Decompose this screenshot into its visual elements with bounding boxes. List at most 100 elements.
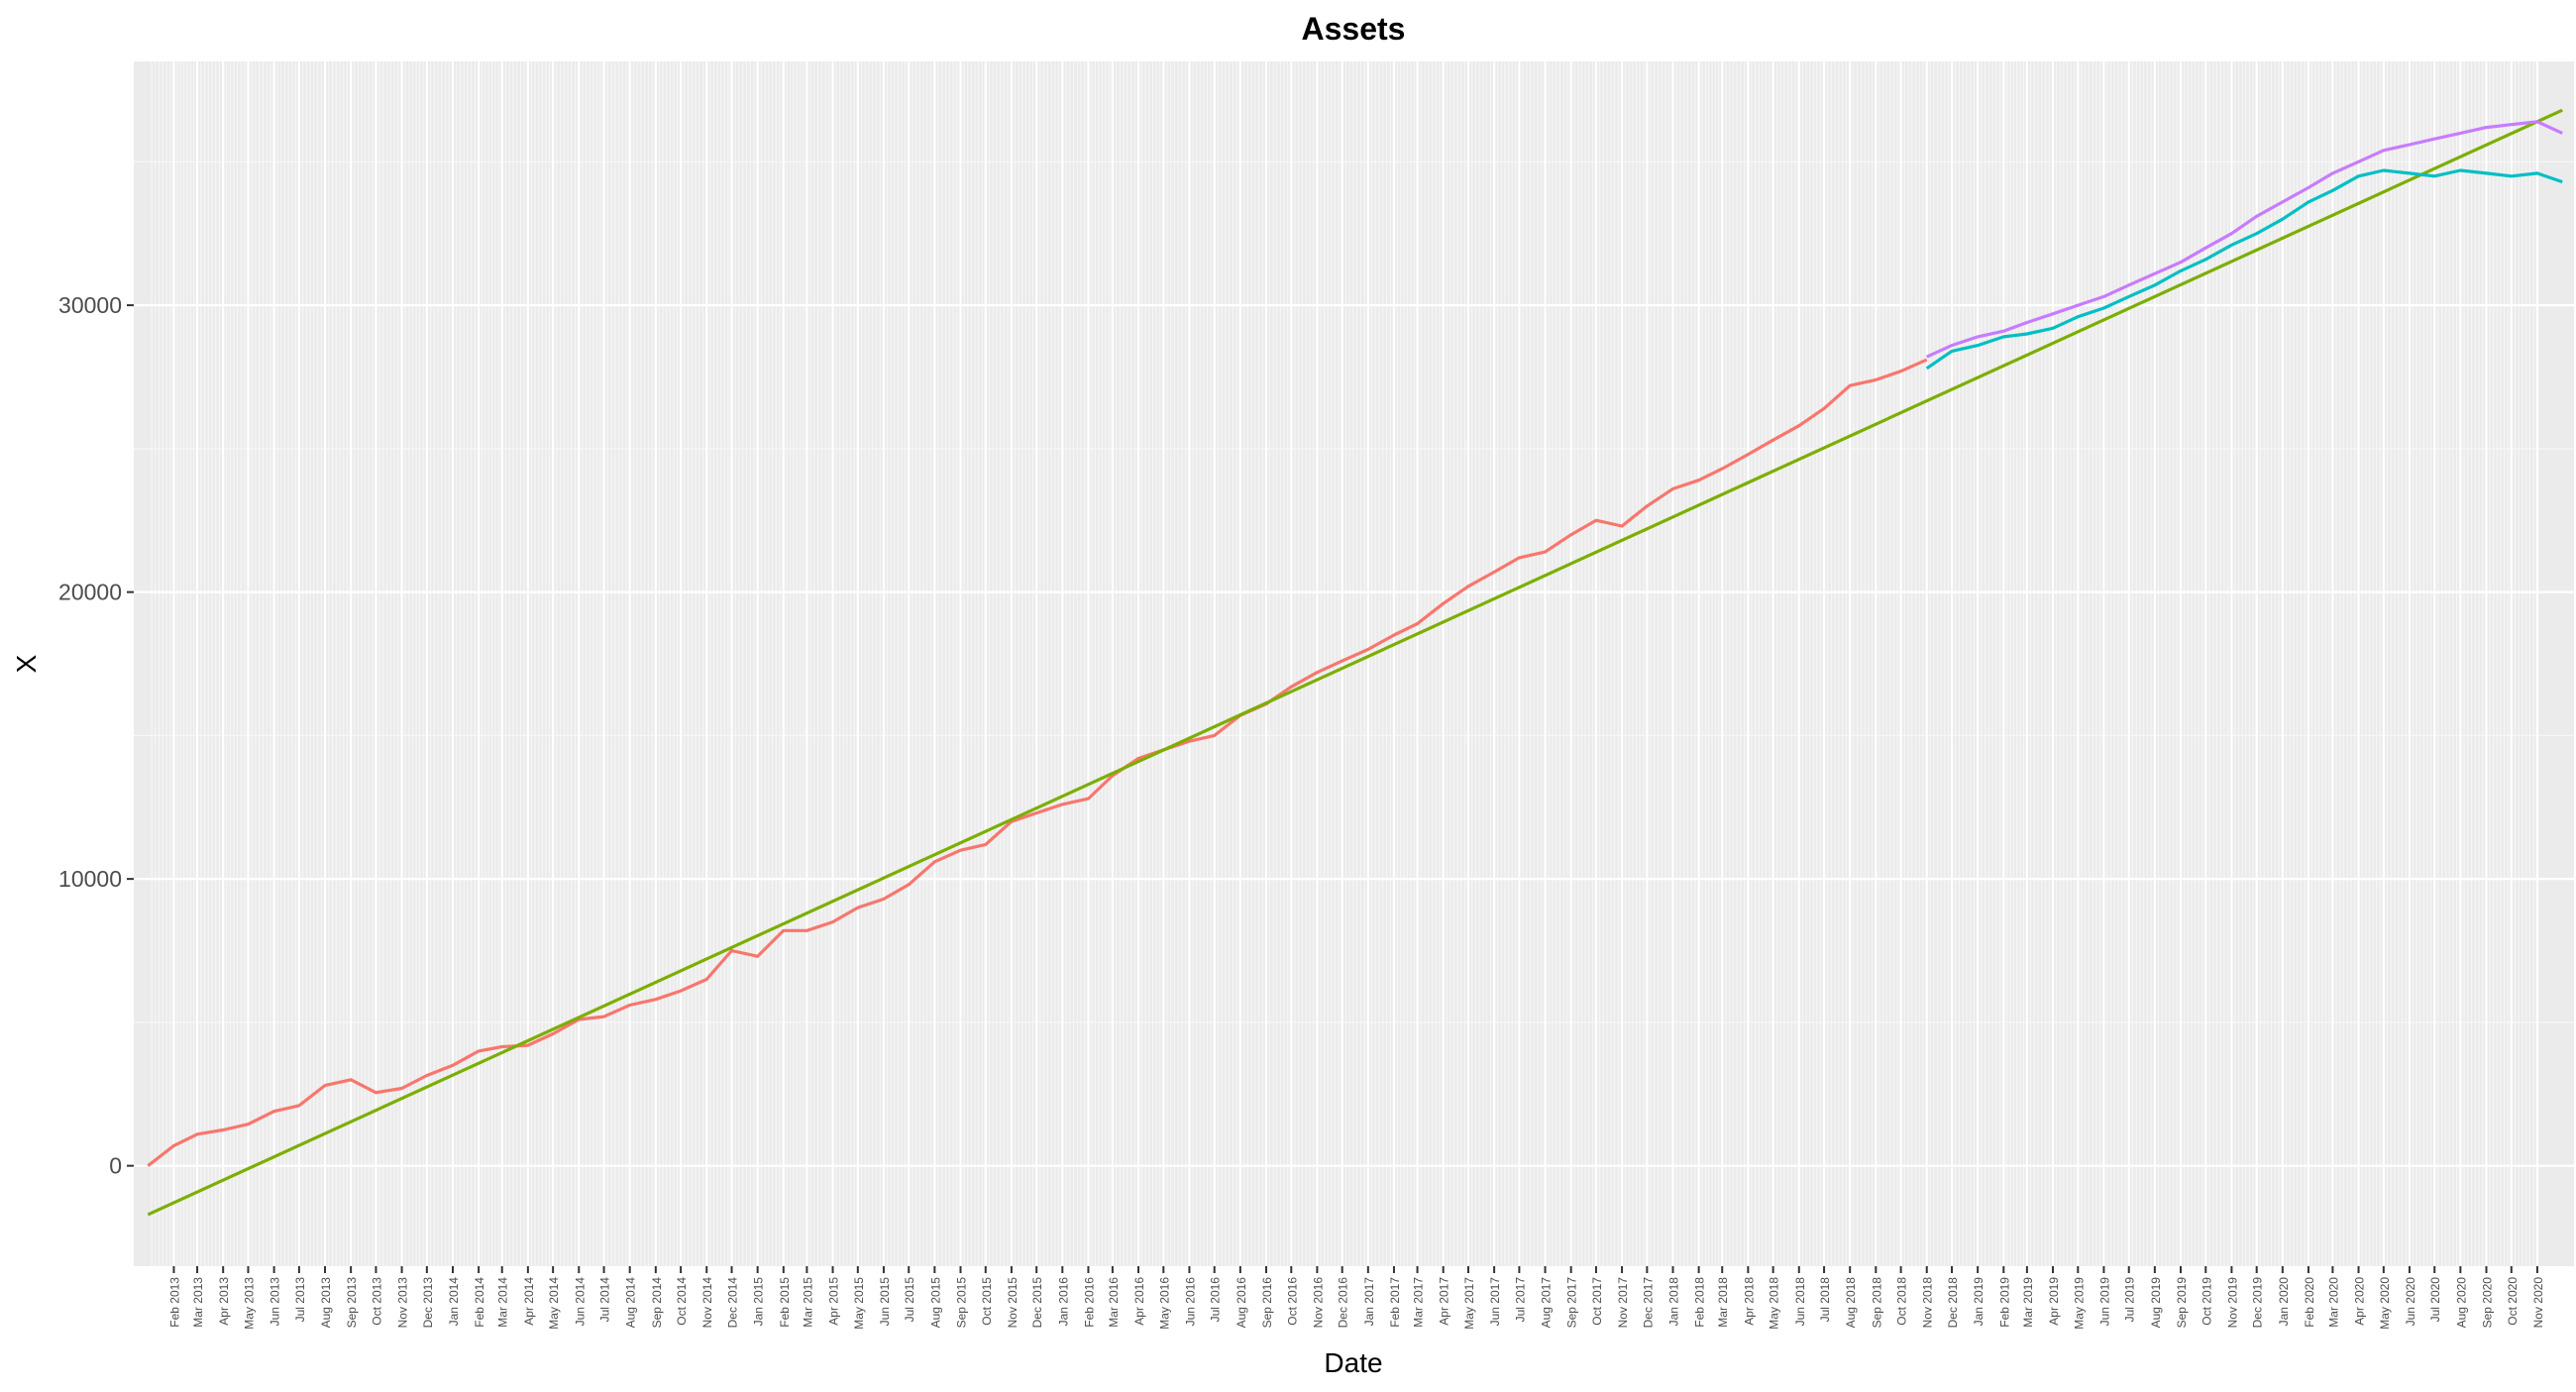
x-tick-label: Jul 2016	[1209, 1277, 1223, 1323]
x-tick-label: Aug 2019	[2149, 1277, 2163, 1329]
x-tick-label: Jul 2014	[598, 1277, 612, 1323]
x-tick-label: Jun 2018	[1793, 1277, 1807, 1327]
x-tick-label: Jun 2016	[1183, 1277, 1197, 1327]
x-tick-label: Nov 2019	[2225, 1277, 2239, 1329]
x-tick-label: Nov 2015	[1006, 1277, 1020, 1329]
chart-title: Assets	[1302, 11, 1406, 47]
x-tick-label: Jun 2015	[878, 1277, 892, 1327]
x-tick-label: Sep 2019	[2175, 1277, 2189, 1329]
x-tick-label: Dec 2015	[1030, 1277, 1044, 1329]
x-tick-label: Mar 2014	[496, 1277, 510, 1328]
x-tick-label: May 2014	[547, 1277, 561, 1330]
x-tick-label: May 2013	[242, 1277, 256, 1330]
x-tick-label: Oct 2018	[1895, 1277, 1909, 1326]
x-tick-label: Jul 2018	[1818, 1277, 1832, 1323]
x-tick-label: Jan 2014	[447, 1277, 461, 1327]
x-tick-label: Aug 2020	[2454, 1277, 2468, 1329]
x-tick-label: Oct 2017	[1590, 1277, 1604, 1326]
y-tick-label: 20000	[58, 580, 122, 605]
x-tick-label: Mar 2018	[1716, 1277, 1730, 1328]
x-tick-label: Dec 2018	[1946, 1277, 1960, 1329]
x-tick-label: Apr 2019	[2047, 1277, 2061, 1326]
x-tick-label: Jan 2017	[1362, 1277, 1376, 1327]
x-tick-label: Dec 2013	[421, 1277, 435, 1329]
x-tick-label: Oct 2014	[675, 1277, 689, 1326]
x-tick-label: Feb 2014	[473, 1277, 486, 1328]
x-tick-label: Mar 2020	[2326, 1277, 2340, 1328]
y-tick-label: 30000	[58, 292, 122, 318]
x-tick-label: Nov 2016	[1311, 1277, 1325, 1329]
y-axis: 0 10000 20000 30000	[58, 292, 134, 1179]
x-tick-label: May 2017	[1462, 1277, 1476, 1330]
x-tick-label: Jun 2020	[2404, 1277, 2417, 1327]
x-tick-label: Nov 2018	[1921, 1277, 1935, 1329]
y-tick-label: 0	[109, 1153, 122, 1179]
x-tick-label: Oct 2020	[2506, 1277, 2520, 1326]
grid-lines	[134, 61, 2574, 1266]
x-tick-label: Aug 2017	[1540, 1277, 1554, 1329]
x-tick-label: Feb 2017	[1388, 1277, 1402, 1328]
x-tick-label: Apr 2018	[1742, 1277, 1756, 1326]
x-axis: Feb 2013 Mar 2013 Apr 2013 May 2013 Jun 2013…	[167, 1266, 2545, 1330]
x-tick-label: Oct 2015	[980, 1277, 994, 1326]
x-tick-label: Mar 2015	[801, 1277, 814, 1328]
x-tick-label: Sep 2018	[1870, 1277, 1883, 1329]
x-tick-label: Dec 2014	[726, 1277, 740, 1329]
x-tick-label: Nov 2014	[700, 1277, 714, 1329]
x-tick-label: Jan 2015	[752, 1277, 766, 1327]
x-tick-label: Dec 2017	[1641, 1277, 1655, 1329]
x-tick-label: May 2018	[1768, 1277, 1781, 1330]
x-tick-label: Sep 2015	[954, 1277, 968, 1329]
x-tick-label: May 2016	[1157, 1277, 1171, 1330]
x-tick-label: Nov 2013	[396, 1277, 410, 1329]
x-tick-label: Feb 2013	[167, 1277, 181, 1328]
x-tick-label: Jan 2018	[1666, 1277, 1680, 1327]
x-tick-label: Jun 2019	[2097, 1277, 2111, 1327]
x-tick-label: Sep 2013	[345, 1277, 359, 1329]
series-line-4	[1926, 120, 2563, 359]
x-tick-label: Apr 2020	[2353, 1277, 2367, 1326]
x-tick-label: Oct 2016	[1285, 1277, 1299, 1326]
x-tick-label: Aug 2013	[319, 1277, 333, 1329]
series-line-3	[1925, 168, 2563, 371]
x-tick-label: Jul 2015	[903, 1277, 916, 1323]
x-tick-label: Nov 2017	[1616, 1277, 1630, 1329]
x-tick-label: Sep 2014	[650, 1277, 664, 1329]
x-tick-label: Jul 2020	[2428, 1277, 2442, 1323]
x-tick-label: Jun 2013	[268, 1277, 282, 1327]
x-tick-label: Nov 2020	[2531, 1277, 2545, 1329]
x-tick-label: Aug 2014	[624, 1277, 638, 1329]
series-line-1	[147, 358, 1928, 1167]
x-tick-label: Feb 2019	[1997, 1277, 2011, 1328]
x-tick-label: Mar 2017	[1412, 1277, 1426, 1328]
x-tick-label: Aug 2016	[1234, 1277, 1248, 1329]
series-group	[147, 108, 2563, 1217]
x-tick-label: Jan 2019	[1972, 1277, 1986, 1327]
x-tick-label: Oct 2013	[370, 1277, 383, 1326]
x-tick-label: Jul 2019	[2123, 1277, 2137, 1323]
series-line-2	[147, 108, 2563, 1217]
x-tick-label: Mar 2019	[2021, 1277, 2035, 1328]
x-tick-label: Apr 2016	[1132, 1277, 1146, 1326]
x-tick-label: Mar 2013	[191, 1277, 205, 1328]
x-tick-label: May 2020	[2378, 1277, 2392, 1330]
x-tick-label: Jan 2016	[1056, 1277, 1070, 1327]
x-tick-label: Jan 2020	[2277, 1277, 2291, 1327]
x-tick-label: May 2015	[852, 1277, 866, 1330]
x-tick-label: Dec 2019	[2251, 1277, 2265, 1329]
x-tick-label: Feb 2020	[2303, 1277, 2316, 1328]
x-tick-label: Feb 2018	[1693, 1277, 1707, 1328]
x-tick-label: Sep 2016	[1260, 1277, 1274, 1329]
x-tick-label: Apr 2013	[217, 1277, 231, 1326]
x-tick-label: Apr 2014	[522, 1277, 536, 1326]
x-tick-label: Feb 2015	[778, 1277, 792, 1328]
y-axis-title: X	[11, 654, 42, 673]
x-tick-label: Mar 2016	[1107, 1277, 1121, 1328]
x-tick-label: Sep 2017	[1565, 1277, 1579, 1329]
x-tick-label: Feb 2016	[1082, 1277, 1096, 1328]
x-tick-label: Sep 2020	[2480, 1277, 2494, 1329]
x-tick-label: Jun 2017	[1488, 1277, 1502, 1327]
x-tick-label: Jun 2014	[573, 1277, 587, 1327]
